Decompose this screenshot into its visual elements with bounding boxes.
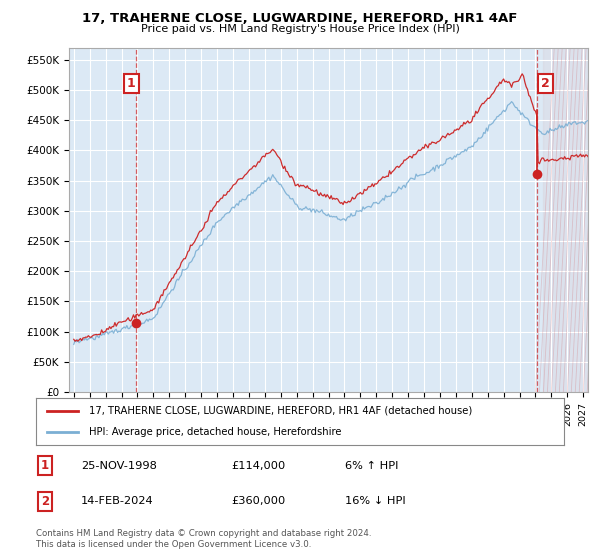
Text: 1: 1 (127, 77, 136, 90)
Text: 17, TRAHERNE CLOSE, LUGWARDINE, HEREFORD, HR1 4AF (detached house): 17, TRAHERNE CLOSE, LUGWARDINE, HEREFORD… (89, 406, 472, 416)
Text: HPI: Average price, detached house, Herefordshire: HPI: Average price, detached house, Here… (89, 427, 341, 437)
Text: £114,000: £114,000 (231, 461, 285, 471)
Text: 16% ↓ HPI: 16% ↓ HPI (345, 496, 406, 506)
Text: 2: 2 (541, 77, 550, 90)
Text: 2: 2 (41, 494, 49, 508)
Text: 25-NOV-1998: 25-NOV-1998 (81, 461, 157, 471)
Text: Price paid vs. HM Land Registry's House Price Index (HPI): Price paid vs. HM Land Registry's House … (140, 24, 460, 34)
Text: 1: 1 (41, 459, 49, 473)
Text: £360,000: £360,000 (231, 496, 285, 506)
Text: Contains HM Land Registry data © Crown copyright and database right 2024.
This d: Contains HM Land Registry data © Crown c… (36, 529, 371, 549)
Text: 6% ↑ HPI: 6% ↑ HPI (345, 461, 398, 471)
Text: 14-FEB-2024: 14-FEB-2024 (81, 496, 154, 506)
Text: 17, TRAHERNE CLOSE, LUGWARDINE, HEREFORD, HR1 4AF: 17, TRAHERNE CLOSE, LUGWARDINE, HEREFORD… (82, 12, 518, 25)
